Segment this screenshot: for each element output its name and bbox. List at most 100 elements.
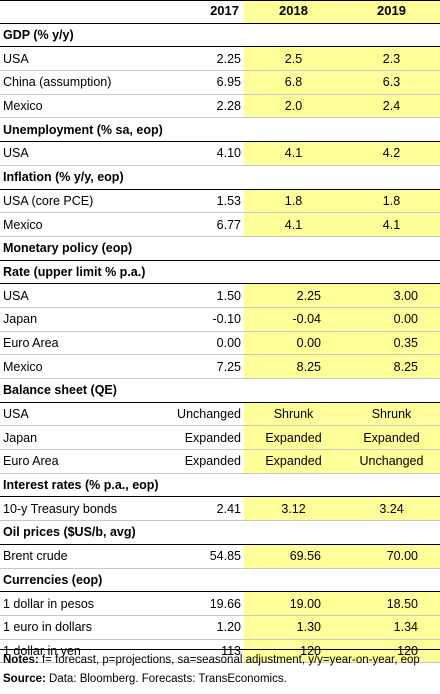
header-year-2019: 2019 xyxy=(343,0,440,24)
value-cell-2018: -0.04 xyxy=(244,307,343,332)
table-row: 1 euro in dollars 1.20 1.30 1.34 xyxy=(0,615,440,640)
value-cell-2019: 3.24 xyxy=(343,496,440,522)
header-year-2018: 2018 xyxy=(244,0,343,24)
value-cell-2019: 3.00 xyxy=(343,283,440,308)
table-row: USA (core PCE) 1.53 1.8 1.8 xyxy=(0,189,440,214)
row-label: USA (core PCE) xyxy=(0,189,171,214)
value-cell-2019: 1.8 xyxy=(343,189,440,214)
row-label: Euro Area xyxy=(0,331,171,356)
table-row: Mexico 7.25 8.25 8.25 xyxy=(0,354,440,379)
value-cell-2018: 3.12 xyxy=(244,496,343,522)
value-cell-2017: 19.66 xyxy=(171,591,244,616)
row-label: 1 euro in dollars xyxy=(0,615,171,640)
section-title: Interest rates (% p.a., eop) xyxy=(0,472,440,498)
notes-text: f= forecast, p=projections, sa=seasonal … xyxy=(38,654,420,666)
value-cell-2017: 7.25 xyxy=(171,354,244,379)
value-cell-2019: Unchanged xyxy=(343,449,440,474)
value-cell-2018: 1.30 xyxy=(244,615,343,640)
section-title: Rate (upper limit % p.a.) xyxy=(0,259,440,285)
value-cell-2017: 1.20 xyxy=(171,615,244,640)
value-cell-2019: 0.00 xyxy=(343,307,440,332)
value-cell-2017: 0.00 xyxy=(171,331,244,356)
value-cell-2018: 8.25 xyxy=(244,354,343,379)
row-label: China (assumption) xyxy=(0,70,171,95)
value-cell-2017: Unchanged xyxy=(171,402,244,427)
row-label: USA xyxy=(0,141,171,166)
table-row: 1 dollar in yen 113 120 120 xyxy=(0,639,440,664)
source-label: Source: xyxy=(3,673,46,685)
table-row: USA 2.25 2.5 2.3 xyxy=(0,46,440,72)
value-cell-2018: 6.8 xyxy=(244,70,343,95)
top-rule xyxy=(0,0,440,1)
value-cell-2018: 4.1 xyxy=(244,141,343,166)
row-label: Brent crude xyxy=(0,544,171,569)
value-cell-2017: 54.85 xyxy=(171,544,244,569)
value-cell-2017: -0.10 xyxy=(171,307,244,332)
table-row: Japan Expanded Expanded Expanded xyxy=(0,425,440,451)
header-row: 2017 2018 2019 xyxy=(0,0,440,24)
table-row: Mexico 6.77 4.1 4.1 xyxy=(0,212,440,237)
source-text: Data: Bloomberg. Forecasts: TransEconomi… xyxy=(45,673,287,685)
section-title: Unemployment (% sa, eop) xyxy=(0,117,440,143)
value-cell-2017: 113 xyxy=(171,639,244,664)
value-cell-2019: 0.35 xyxy=(343,331,440,356)
section-title: Currencies (eop) xyxy=(0,567,440,593)
value-cell-2019: 2.4 xyxy=(343,94,440,119)
value-cell-2018: 19.00 xyxy=(244,591,343,616)
table-row: Mexico 2.28 2.0 2.4 xyxy=(0,94,440,119)
value-cell-2018: 1.8 xyxy=(244,189,343,214)
value-cell-2019: 70.00 xyxy=(343,544,440,569)
value-cell-2018: 2.0 xyxy=(244,94,343,119)
row-label: Japan xyxy=(0,425,171,451)
table-row: USA Unchanged Shrunk Shrunk xyxy=(0,402,440,427)
value-cell-2018: Expanded xyxy=(244,449,343,474)
row-label: 10-y Treasury bonds xyxy=(0,496,171,522)
row-label: USA xyxy=(0,283,171,308)
header-year-2017: 2017 xyxy=(171,0,244,24)
section-title: GDP (% y/y) xyxy=(0,22,440,48)
value-cell-2019: 120 xyxy=(343,639,440,664)
table-row: Japan -0.10 -0.04 0.00 xyxy=(0,307,440,332)
section-header-row: Monetary policy (eop) xyxy=(0,235,440,261)
value-cell-2018: 2.5 xyxy=(244,46,343,72)
row-label: Mexico xyxy=(0,212,171,237)
section-header-row: Oil prices ($US/b, avg) xyxy=(0,520,440,545)
value-cell-2019: 8.25 xyxy=(343,354,440,379)
section-title: Inflation (% y/y, eop) xyxy=(0,164,440,190)
forecast-table-body: 2017 2018 2019 GDP (% y/y) USA 2.25 2.5 2.3 Chin… xyxy=(0,0,440,664)
section-header-row: Rate (upper limit % p.a.) xyxy=(0,259,440,285)
value-cell-2019: Expanded xyxy=(343,425,440,451)
header-label-cell xyxy=(0,0,171,24)
value-cell-2017: 2.28 xyxy=(171,94,244,119)
table-row: Euro Area Expanded Expanded Unchanged xyxy=(0,449,440,474)
section-header-row: Unemployment (% sa, eop) xyxy=(0,117,440,143)
table-row: 1 dollar in pesos 19.66 19.00 18.50 xyxy=(0,591,440,616)
section-header-row: Balance sheet (QE) xyxy=(0,378,440,403)
row-label: 1 dollar in yen xyxy=(0,639,171,664)
table-row: USA 1.50 2.25 3.00 xyxy=(0,283,440,308)
value-cell-2019: 18.50 xyxy=(343,591,440,616)
value-cell-2018: 0.00 xyxy=(244,331,343,356)
value-cell-2018: 120 xyxy=(244,639,343,664)
value-cell-2017: 6.95 xyxy=(171,70,244,95)
section-header-row: GDP (% y/y) xyxy=(0,22,440,48)
value-cell-2018: Expanded xyxy=(244,425,343,451)
row-label: Mexico xyxy=(0,354,171,379)
value-cell-2017: 1.53 xyxy=(171,189,244,214)
section-title: Balance sheet (QE) xyxy=(0,378,440,403)
table-row: Brent crude 54.85 69.56 70.00 xyxy=(0,544,440,569)
value-cell-2018: 4.1 xyxy=(244,212,343,237)
row-label: USA xyxy=(0,46,171,72)
value-cell-2018: Shrunk xyxy=(244,402,343,427)
value-cell-2019: 1.34 xyxy=(343,615,440,640)
value-cell-2017: 1.50 xyxy=(171,283,244,308)
table-row: China (assumption) 6.95 6.8 6.3 xyxy=(0,70,440,95)
value-cell-2017: Expanded xyxy=(171,425,244,451)
value-cell-2018: 69.56 xyxy=(244,544,343,569)
value-cell-2019: 4.1 xyxy=(343,212,440,237)
section-header-row: Interest rates (% p.a., eop) xyxy=(0,472,440,498)
row-label: Japan xyxy=(0,307,171,332)
row-label: 1 dollar in pesos xyxy=(0,591,171,616)
section-header-row: Currencies (eop) xyxy=(0,567,440,593)
row-label: Euro Area xyxy=(0,449,171,474)
